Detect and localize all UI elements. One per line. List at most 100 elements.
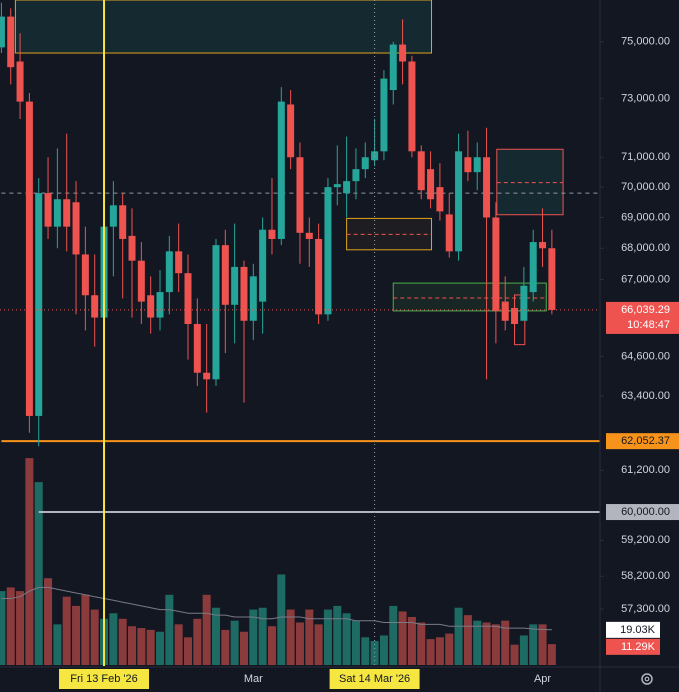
volume-bar bbox=[137, 628, 146, 665]
candle-body bbox=[203, 372, 211, 380]
candle-body bbox=[156, 292, 164, 318]
candle-body bbox=[436, 187, 444, 212]
volume-bar bbox=[277, 574, 286, 665]
y-tick-label: 63,400.00 bbox=[621, 390, 670, 402]
volume-bar bbox=[305, 609, 314, 665]
x-tick-label: Sat 14 Mar '26 bbox=[339, 673, 410, 685]
volume-bar bbox=[323, 609, 332, 665]
candle-body bbox=[119, 205, 127, 239]
y-tick-label: 71,000.00 bbox=[621, 151, 670, 163]
candle-body bbox=[259, 229, 267, 302]
volume-bar bbox=[109, 613, 118, 665]
candle-body bbox=[16, 61, 24, 102]
countdown-label: 10:48:47 bbox=[627, 319, 670, 331]
candle-body bbox=[35, 193, 43, 416]
candle-body bbox=[389, 44, 397, 91]
volume-bar bbox=[379, 635, 388, 665]
volume-bar bbox=[286, 609, 295, 665]
y-tick-label: 59,200.00 bbox=[621, 534, 670, 546]
y-tick-label: 69,000.00 bbox=[621, 211, 670, 223]
candle-body bbox=[548, 248, 556, 310]
y-tick-label: 64,600.00 bbox=[621, 350, 670, 362]
candle-body bbox=[427, 169, 435, 200]
candle-body bbox=[511, 307, 519, 324]
volume-label: 11.29K bbox=[621, 641, 656, 653]
candle-body bbox=[231, 266, 239, 305]
y-tick-label: 61,200.00 bbox=[621, 464, 670, 476]
last-price-label: 66,039.29 bbox=[621, 304, 670, 316]
candle-body bbox=[315, 238, 323, 315]
volume-bar bbox=[295, 622, 304, 665]
volume-bar bbox=[547, 644, 556, 665]
volume-bar bbox=[165, 594, 174, 665]
y-tick-label: 70,000.00 bbox=[621, 181, 670, 193]
settings-gear[interactable] bbox=[641, 673, 653, 685]
volume-bar bbox=[267, 626, 276, 665]
volume-bar bbox=[351, 620, 360, 665]
candle-body bbox=[361, 157, 369, 170]
y-tick-label: 75,000.00 bbox=[621, 36, 670, 48]
axes: 75,000.00 73,000.00 71,000.00 70,000.00 69,0… bbox=[59, 36, 679, 689]
x-tick-label: Fri 13 Feb '26 bbox=[70, 673, 138, 685]
volume-ma-label-box bbox=[606, 621, 660, 638]
candle-body bbox=[473, 157, 481, 173]
y-tick-label: 58,200.00 bbox=[621, 570, 670, 582]
volume-bar bbox=[118, 618, 127, 665]
volume-bar bbox=[221, 629, 230, 665]
volume-label-box bbox=[606, 638, 660, 655]
settings-icon[interactable] bbox=[641, 673, 653, 685]
volume-bar bbox=[417, 622, 426, 665]
volume-bar bbox=[146, 629, 155, 665]
volume-bar bbox=[445, 633, 454, 665]
candle-body bbox=[221, 245, 229, 305]
volume-bar bbox=[510, 644, 519, 665]
candle-body bbox=[184, 273, 192, 324]
volume-bar bbox=[538, 624, 547, 665]
plot-area bbox=[0, 0, 600, 666]
price-label: 62,052.37 bbox=[621, 435, 670, 447]
zone bbox=[14, 0, 433, 54]
volume-bar bbox=[16, 591, 25, 665]
price-label: 60,000.00 bbox=[621, 506, 670, 518]
volume-bar bbox=[398, 611, 407, 665]
volume-bar bbox=[529, 624, 538, 665]
volume-bar bbox=[81, 594, 90, 665]
volume-bar bbox=[156, 631, 165, 665]
volume-bar bbox=[90, 609, 99, 665]
volume-bar bbox=[34, 482, 43, 665]
candle-body bbox=[352, 169, 360, 182]
time-label-highlight bbox=[59, 669, 150, 689]
candle-body bbox=[455, 151, 463, 252]
candle-body bbox=[464, 157, 472, 173]
volume-bar bbox=[333, 605, 342, 665]
volume-bar bbox=[342, 613, 351, 665]
volume-bar bbox=[44, 578, 53, 665]
volume-bar bbox=[519, 635, 528, 665]
candle-body bbox=[501, 301, 509, 321]
candle-body bbox=[91, 295, 99, 318]
candle-body bbox=[165, 251, 173, 293]
volume-bar bbox=[435, 637, 444, 665]
candle-body bbox=[25, 101, 33, 416]
candle-body bbox=[44, 193, 52, 227]
candle-body bbox=[483, 157, 491, 218]
volume-bar bbox=[463, 615, 472, 665]
settings-gear-hub[interactable] bbox=[644, 676, 650, 682]
volume-bar bbox=[314, 624, 323, 665]
candle-body bbox=[305, 232, 313, 239]
last-price-box bbox=[606, 301, 679, 334]
y-tick-label: 68,000.00 bbox=[621, 242, 670, 254]
volume-bar bbox=[72, 605, 81, 665]
candle-body bbox=[277, 101, 285, 239]
candle-body bbox=[193, 323, 201, 373]
candle-body bbox=[63, 199, 71, 227]
candle-body bbox=[445, 214, 453, 252]
candle-body bbox=[492, 217, 500, 312]
volume-bar bbox=[361, 637, 370, 665]
price-axis bbox=[600, 0, 679, 692]
volume-ma-label: 19.03K bbox=[620, 624, 656, 636]
volume-bar bbox=[0, 591, 6, 665]
candle-body bbox=[109, 205, 117, 227]
y-tick-label: 67,000.00 bbox=[621, 273, 670, 285]
